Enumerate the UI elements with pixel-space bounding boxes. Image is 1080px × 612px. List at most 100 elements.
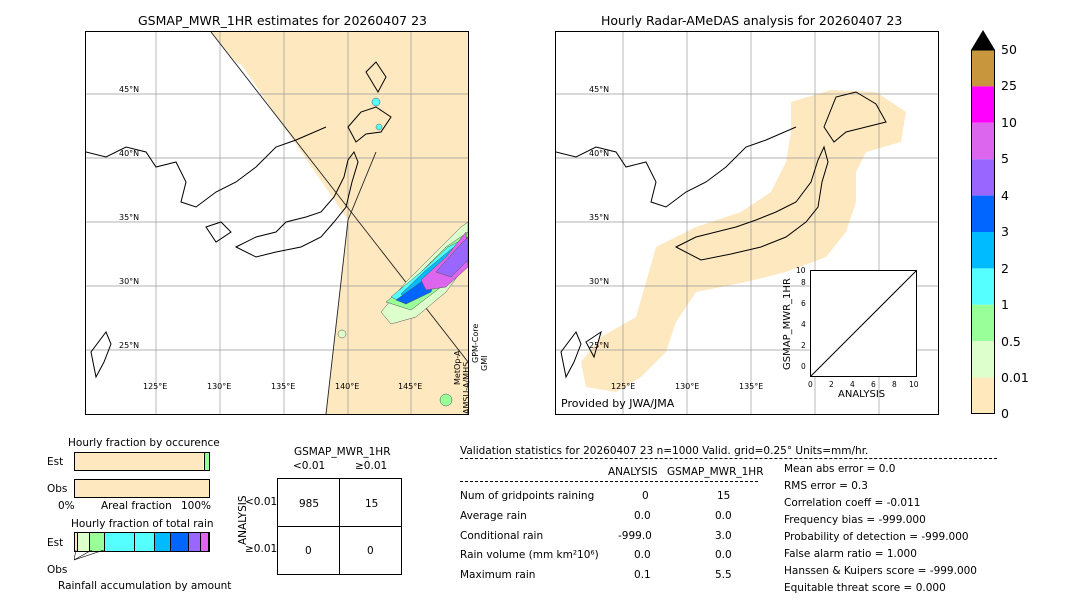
occurrence-est-bar <box>74 452 210 471</box>
stats-row-4-name: Maximum rain <box>460 569 536 581</box>
inset-ytick-6: 6 <box>801 299 806 308</box>
contingency-row-1: ≥0.01 <box>245 543 278 555</box>
right-map-canvas <box>556 32 938 414</box>
score-4: Probability of detection = -999.000 <box>784 531 969 543</box>
score-2: Correlation coeff = -0.011 <box>784 497 921 509</box>
total-rain-title: Hourly fraction of total rain <box>71 518 214 530</box>
total-rain-est-segment <box>155 533 171 551</box>
left-lat-40: 40°N <box>119 149 140 158</box>
right-coastlines <box>556 91 887 379</box>
swath-label-metop: MetOp-A <box>453 350 462 385</box>
inset-xtick-2: 2 <box>829 380 834 389</box>
total-rain-obs-bar <box>74 560 208 578</box>
left-lat-35: 35°N <box>119 213 140 222</box>
stats-header: Validation statistics for 20260407 23 n=… <box>460 445 869 457</box>
colorbar-swatch-4 <box>971 195 995 232</box>
total-rain-est-label: Est <box>47 537 64 549</box>
total-rain-est-segment <box>201 533 209 551</box>
contingency-cell-01: 15 <box>365 498 379 510</box>
occurrence-axis-mid: Areal fraction <box>101 500 172 512</box>
cb-label-5: 5 <box>1001 151 1009 166</box>
stats-row-3-a: 0.0 <box>634 549 651 561</box>
score-6: Hanssen & Kuipers score = -999.000 <box>784 565 977 577</box>
stats-row-1-b: 0.0 <box>715 510 732 522</box>
right-lat-35: 35°N <box>589 213 610 222</box>
contingency-col-1: ≥0.01 <box>355 460 388 472</box>
right-lat-40: 40°N <box>589 149 610 158</box>
inset-plot <box>810 270 917 377</box>
cb-label-4: 4 <box>1001 188 1009 203</box>
occurrence-obs-bar <box>74 479 210 498</box>
left-lat-45: 45°N <box>119 85 140 94</box>
total-rain-est-segment <box>171 533 189 551</box>
contingency-cell-00: 985 <box>299 498 320 510</box>
cb-label-2: 2 <box>1001 261 1009 276</box>
inset-ylabel: GSMAP_MWR_1HR <box>782 278 793 370</box>
inset-ytick-0: 0 <box>801 362 806 371</box>
colorbar-swatch-8 <box>971 341 995 378</box>
total-rain-est-segment <box>75 533 78 551</box>
colorbar-swatch-2 <box>971 122 995 160</box>
right-map: 45°N 40°N 35°N 30°N 25°N 125°E 130°E 135… <box>555 31 939 415</box>
stats-col2: GSMAP_MWR_1HR <box>667 466 764 478</box>
swath-label-amsu: AMSU-A/MHS <box>462 361 471 414</box>
inset-xlabel: ANALYSIS <box>838 389 886 400</box>
inset-xtick-0: 0 <box>808 380 813 389</box>
left-lat-30: 30°N <box>119 277 140 286</box>
total-rain-est-segment <box>189 533 201 551</box>
cb-label-1: 1 <box>1001 297 1009 312</box>
cb-label-0-01: 0.01 <box>1001 370 1029 385</box>
stats-row-2-a: -999.0 <box>618 530 652 542</box>
left-lon-145: 145°E <box>398 382 423 391</box>
inset-ytick-10: 10 <box>796 266 806 275</box>
swath-label-gpm: GPM-Core <box>471 323 480 363</box>
total-rain-obs-label: Obs <box>47 564 68 576</box>
right-lon-130: 130°E <box>675 382 700 391</box>
contingency-cell-10: 0 <box>305 545 312 557</box>
left-map-title: GSMAP_MWR_1HR estimates for 20260407 23 <box>138 13 427 28</box>
stats-row-0-a: 0 <box>642 490 649 502</box>
left-lon-130: 130°E <box>207 382 232 391</box>
total-rain-est-segment <box>90 533 105 551</box>
inset-ytick-2: 2 <box>801 341 806 350</box>
score-5: False alarm ratio = 1.000 <box>784 548 917 560</box>
colorbar-swatch-5 <box>971 232 995 269</box>
inset-canvas <box>811 271 916 376</box>
left-lon-125: 125°E <box>143 382 168 391</box>
left-swath-north <box>211 32 348 92</box>
colorbar-frame <box>971 49 995 414</box>
left-map: 45°N 40°N 35°N 30°N 25°N 125°E 130°E 135… <box>85 31 469 415</box>
score-1: RMS error = 0.3 <box>784 480 868 492</box>
total-rain-connectors <box>74 550 105 561</box>
colorbar <box>971 30 995 414</box>
score-7: Equitable threat score = 0.000 <box>784 582 946 594</box>
colorbar-svg <box>971 30 995 414</box>
occurrence-title: Hourly fraction by occurence <box>68 437 220 449</box>
contingency-grid: 985 15 0 0 <box>277 478 402 575</box>
occurrence-est-label: Est <box>47 456 64 468</box>
score-0: Mean abs error = 0.0 <box>784 463 896 475</box>
colorbar-swatch-9 <box>971 377 995 414</box>
stats-col-divider <box>460 481 758 482</box>
left-lon-140: 140°E <box>335 382 360 391</box>
contingency-title: GSMAP_MWR_1HR <box>294 446 391 458</box>
cb-label-0-5: 0.5 <box>1001 334 1021 349</box>
colorbar-extend-arrow <box>971 30 995 50</box>
occurrence-est-fill <box>75 453 204 470</box>
contingency-cell-11: 0 <box>367 545 374 557</box>
right-coverage <box>581 90 906 392</box>
contingency-col-0: <0.01 <box>293 460 326 472</box>
occurrence-axis-right: 100% <box>181 500 212 512</box>
inset-ytick-4: 4 <box>801 320 806 329</box>
cb-label-50: 50 <box>1001 42 1017 57</box>
occurrence-obs-fill <box>75 480 209 497</box>
stats-row-2-b: 3.0 <box>715 530 732 542</box>
contingency-row-0: <0.01 <box>245 496 278 508</box>
inset-xtick-6: 6 <box>871 380 876 389</box>
stats-divider <box>460 458 997 459</box>
stats-row-3-name: Rain volume (mm km²10⁶) <box>460 549 599 561</box>
inset-xtick-4: 4 <box>850 380 855 389</box>
stats-col1: ANALYSIS <box>608 466 658 478</box>
stats-row-1-a: 0.0 <box>634 510 651 522</box>
total-rain-est-segment <box>135 533 155 551</box>
